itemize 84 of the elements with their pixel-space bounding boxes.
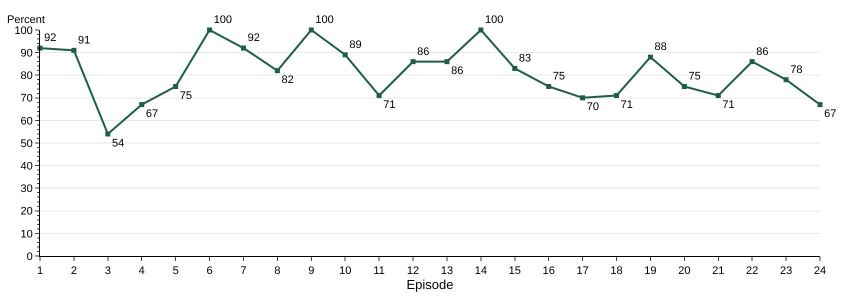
y-tick-label: 20	[20, 206, 33, 218]
x-tick-label: 22	[746, 265, 758, 278]
point	[173, 84, 178, 89]
data-label: 71	[620, 98, 633, 111]
point	[139, 102, 144, 108]
point	[750, 59, 755, 64]
y-tick-label: 100	[14, 24, 33, 37]
y-tick-label: 50	[20, 138, 33, 150]
x-tick-label: 10	[339, 265, 352, 278]
y-tick-label: 10	[20, 228, 33, 240]
y-tick-label: 40	[20, 160, 33, 172]
point	[105, 131, 110, 136]
y-tick-label: 70	[20, 92, 33, 105]
point	[207, 28, 212, 32]
x-tick-label: 12	[406, 265, 420, 278]
x-tick-label: 14	[474, 265, 487, 278]
x-tick-label: 24	[814, 265, 826, 278]
data-label: 100	[484, 14, 504, 26]
point	[682, 84, 687, 89]
data-label: 78	[790, 64, 802, 76]
data-label: 89	[349, 38, 362, 51]
data-label: 67	[824, 108, 836, 120]
y-axis-title: Percent	[7, 14, 45, 26]
data-label: 86	[451, 65, 464, 78]
point	[444, 59, 450, 64]
point	[546, 84, 552, 89]
point	[342, 52, 348, 58]
point	[818, 102, 822, 108]
data-label: 75	[552, 70, 566, 83]
x-tick-label: 18	[610, 265, 623, 278]
data-label: 83	[518, 52, 532, 65]
data-label: 54	[112, 137, 124, 150]
x-tick-label: 5	[172, 265, 179, 278]
x-tick-label: 19	[644, 265, 657, 278]
point	[410, 59, 416, 64]
point	[478, 28, 484, 32]
point	[716, 93, 721, 98]
x-tick-label: 7	[240, 265, 247, 278]
data-label: 91	[78, 34, 90, 46]
data-label: 70	[586, 101, 599, 114]
data-label: 75	[688, 70, 701, 83]
x-tick-label: 2	[70, 265, 77, 278]
y-tick-label: 0	[26, 250, 33, 263]
data-label: 86	[756, 46, 769, 58]
x-tick-label: 6	[206, 265, 213, 278]
x-tick-label: 21	[712, 265, 724, 278]
point	[512, 66, 518, 71]
x-tick-label: 20	[678, 265, 690, 278]
data-label: 86	[417, 46, 430, 58]
data-label: 71	[383, 98, 396, 111]
x-tick-label: 16	[542, 265, 555, 278]
x-tick-label: 23	[780, 265, 792, 278]
point	[71, 48, 76, 53]
data-label: 100	[315, 14, 334, 26]
point	[274, 68, 280, 74]
data-label: 82	[282, 74, 294, 86]
y-tick-label: 60	[20, 115, 33, 128]
y-tick-label: 90	[20, 47, 33, 60]
data-label: 67	[146, 108, 158, 120]
data-label: 92	[248, 32, 260, 44]
point	[376, 93, 382, 98]
x-tick-label: 11	[373, 265, 385, 278]
x-tick-label: 15	[508, 265, 521, 278]
data-label: 75	[180, 90, 192, 102]
x-tick-label: 13	[440, 265, 454, 278]
y-tick-label: 80	[20, 70, 33, 82]
point	[648, 54, 653, 60]
data-label: 92	[44, 32, 56, 44]
x-tick-label: 1	[36, 265, 44, 278]
x-tick-label: 9	[308, 265, 314, 278]
data-label: 71	[722, 98, 735, 111]
x-tick-label: 17	[576, 265, 589, 278]
point	[308, 28, 314, 32]
x-axis-title: Episode	[406, 277, 454, 292]
data-label: 100	[214, 14, 232, 26]
x-tick-label: 8	[274, 265, 280, 278]
point	[580, 95, 586, 100]
point	[614, 93, 620, 98]
data-label: 88	[654, 41, 667, 54]
y-tick-label: 30	[20, 183, 33, 196]
x-tick-label: 3	[104, 265, 111, 278]
point	[240, 46, 246, 51]
x-tick-label: 4	[138, 265, 145, 278]
point	[784, 77, 789, 82]
